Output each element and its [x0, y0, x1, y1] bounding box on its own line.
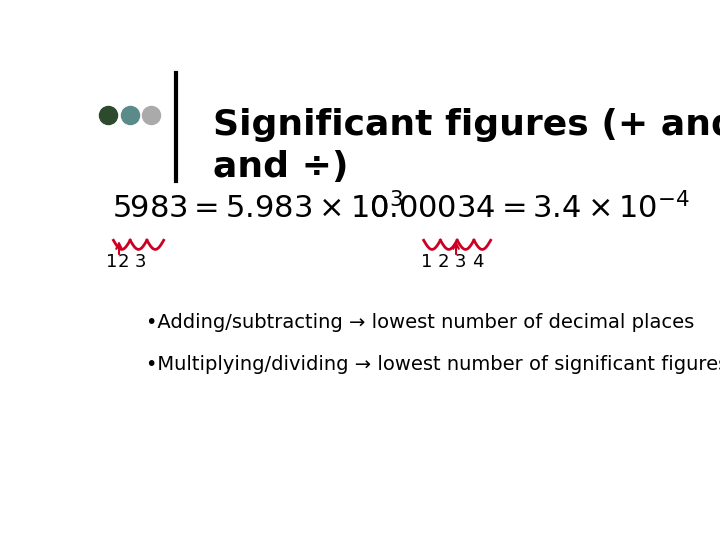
Text: 4: 4 [472, 253, 484, 271]
Text: 3: 3 [135, 253, 146, 271]
Text: $0.00034 = 3.4 \times 10^{-4}$: $0.00034 = 3.4 \times 10^{-4}$ [369, 192, 690, 225]
Text: 1: 1 [421, 253, 433, 271]
Text: $5983 = 5.983 \times 10^{3}$: $5983 = 5.983 \times 10^{3}$ [112, 192, 403, 225]
Text: 2: 2 [118, 253, 129, 271]
Text: Significant figures (+ and -, x: Significant figures (+ and -, x [213, 109, 720, 143]
Text: 3: 3 [455, 253, 467, 271]
Text: 2: 2 [438, 253, 449, 271]
Text: •Adding/subtracting → lowest number of decimal places: •Adding/subtracting → lowest number of d… [145, 313, 694, 332]
Text: •Multiplying/dividing → lowest number of significant figures: •Multiplying/dividing → lowest number of… [145, 355, 720, 374]
Text: and ÷): and ÷) [213, 150, 348, 184]
Text: 1: 1 [106, 253, 117, 271]
